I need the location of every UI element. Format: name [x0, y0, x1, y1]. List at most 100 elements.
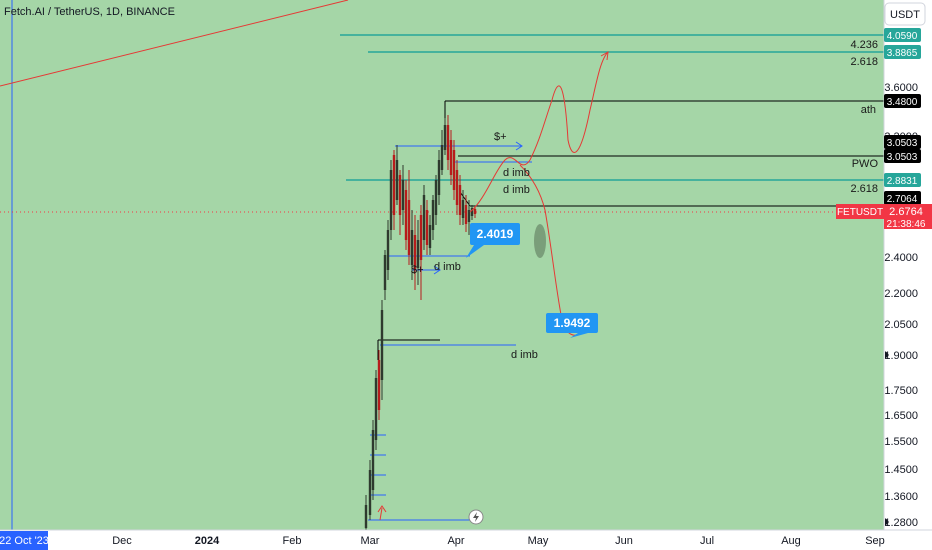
countdown: 21:38:46	[887, 219, 926, 230]
currency-button[interactable]: USDT	[884, 2, 926, 26]
candle-body	[458, 185, 462, 215]
candle-body	[446, 125, 450, 160]
annotation-dimb-3: d imb	[434, 261, 461, 273]
annotation-dimb-2: d imb	[503, 184, 530, 196]
time-ticks: Dec 2024 Feb Mar Apr May Jun Jul Aug Sep	[112, 535, 885, 547]
price-tick: 1.3600	[884, 491, 918, 503]
price-badge-value: 3.0503	[887, 152, 918, 163]
level-label-4236: 4.236	[850, 39, 878, 51]
current-price-badge: FETUSDT 2.6764 21:38:46	[836, 204, 932, 230]
level-label-2618-lower: 2.618	[850, 183, 878, 195]
price-tick: 1.4500	[884, 464, 918, 476]
candle-body	[395, 160, 399, 200]
symbol-title: Fetch.AI / TetherUS, 1D, BINANCE	[4, 6, 175, 18]
candle-body	[473, 209, 477, 214]
candle-body	[428, 225, 432, 248]
candle-body	[425, 210, 429, 245]
candle-body	[401, 180, 405, 210]
price-tick: 1.5500	[884, 436, 918, 448]
scale-arrow-icon	[885, 351, 889, 359]
price-badge-value: 3.4800	[887, 97, 918, 108]
candle-body	[413, 235, 417, 270]
time-tick: Sep	[865, 535, 885, 547]
price-tick: 1.7500	[884, 385, 918, 397]
candle-body	[455, 170, 459, 205]
price-tick: 1.6500	[884, 410, 918, 422]
liquidity-lines	[368, 141, 532, 521]
price-badges: 4.0590 3.8865 3.4800 3.0503 3.0503 2.8831 2.70…	[884, 28, 921, 205]
candle-body	[443, 125, 447, 150]
candle-body	[380, 310, 384, 380]
level-connector	[459, 191, 471, 207]
candle-body	[364, 505, 368, 528]
callout-value: 2.4019	[477, 227, 514, 241]
time-tick: Mar	[361, 535, 380, 547]
time-tick: Aug	[781, 535, 801, 547]
price-tick: 3.6000	[884, 82, 918, 94]
time-axis[interactable]	[0, 530, 932, 550]
price-badge	[884, 135, 921, 149]
currency-label: USDT	[890, 9, 920, 21]
time-tick-current: 22 Oct '23	[0, 535, 49, 547]
callout-1-9492[interactable]: 1.9492	[546, 313, 598, 338]
price-badge	[884, 149, 921, 163]
scale-arrow-icon	[885, 518, 889, 526]
trend-line	[0, 0, 349, 87]
candle-body	[431, 200, 435, 230]
candles	[364, 115, 477, 530]
price-badge-value: 3.0503	[887, 138, 918, 149]
level-lines	[0, 34, 884, 213]
time-tick: Dec	[112, 535, 132, 547]
price-badge	[884, 173, 921, 187]
projection-ellipse	[534, 224, 546, 258]
price-badge-value: 2.7064	[887, 194, 918, 205]
candle-body	[368, 470, 372, 515]
time-tick: Jun	[615, 535, 633, 547]
time-tick: May	[528, 535, 549, 547]
candle-body	[440, 145, 444, 170]
current-symbol: FETUSDT	[837, 207, 883, 218]
candle-body	[419, 215, 423, 260]
candle-body	[410, 230, 414, 265]
price-badge	[884, 45, 921, 59]
price-tick: 1.9000	[884, 350, 918, 362]
candle-body	[377, 360, 381, 410]
lightning-icon[interactable]	[468, 509, 484, 525]
time-tick: Apr	[447, 535, 464, 547]
price-badge-value: 4.0590	[887, 31, 918, 42]
candle-body	[422, 195, 426, 240]
candle-body	[464, 205, 468, 224]
projection-path-up	[469, 51, 609, 213]
candle-body	[434, 180, 438, 215]
price-tick: 2.2000	[884, 288, 918, 300]
candle-body	[416, 240, 420, 268]
annotation-dimb-4: d imb	[511, 349, 538, 361]
candle-body	[407, 200, 411, 255]
price-badge-value: 3.8865	[887, 48, 918, 59]
annotation-dimb-1: d imb	[503, 167, 530, 179]
annotation-liquidity-top: $+	[494, 131, 507, 143]
callout-2-4019[interactable]: 2.4019	[466, 223, 520, 258]
price-badge	[884, 28, 921, 42]
current-price-value: 2.6764	[889, 206, 923, 218]
candle-body	[383, 255, 387, 290]
candle-body	[467, 210, 471, 222]
price-tick: 2.0500	[884, 319, 918, 331]
price-badge-value: 2.8831	[887, 176, 918, 187]
price-tick: 2.4000	[884, 252, 918, 264]
candle-body	[470, 208, 474, 216]
candle-body	[371, 430, 375, 490]
candle-body	[461, 200, 465, 218]
time-tick: Feb	[283, 535, 302, 547]
time-axis-current: 22 Oct '23	[0, 531, 49, 550]
candle-body	[404, 190, 408, 240]
price-scale[interactable]	[884, 0, 932, 530]
candle-body	[389, 170, 393, 230]
level-label-2618-upper: 2.618	[850, 56, 878, 68]
time-tick: 2024	[195, 535, 220, 547]
price-badge	[884, 191, 921, 205]
price-tick: 1.2800	[884, 517, 918, 529]
candle-body	[452, 150, 456, 190]
annotation-liquidity-bottom: $+	[411, 264, 424, 276]
